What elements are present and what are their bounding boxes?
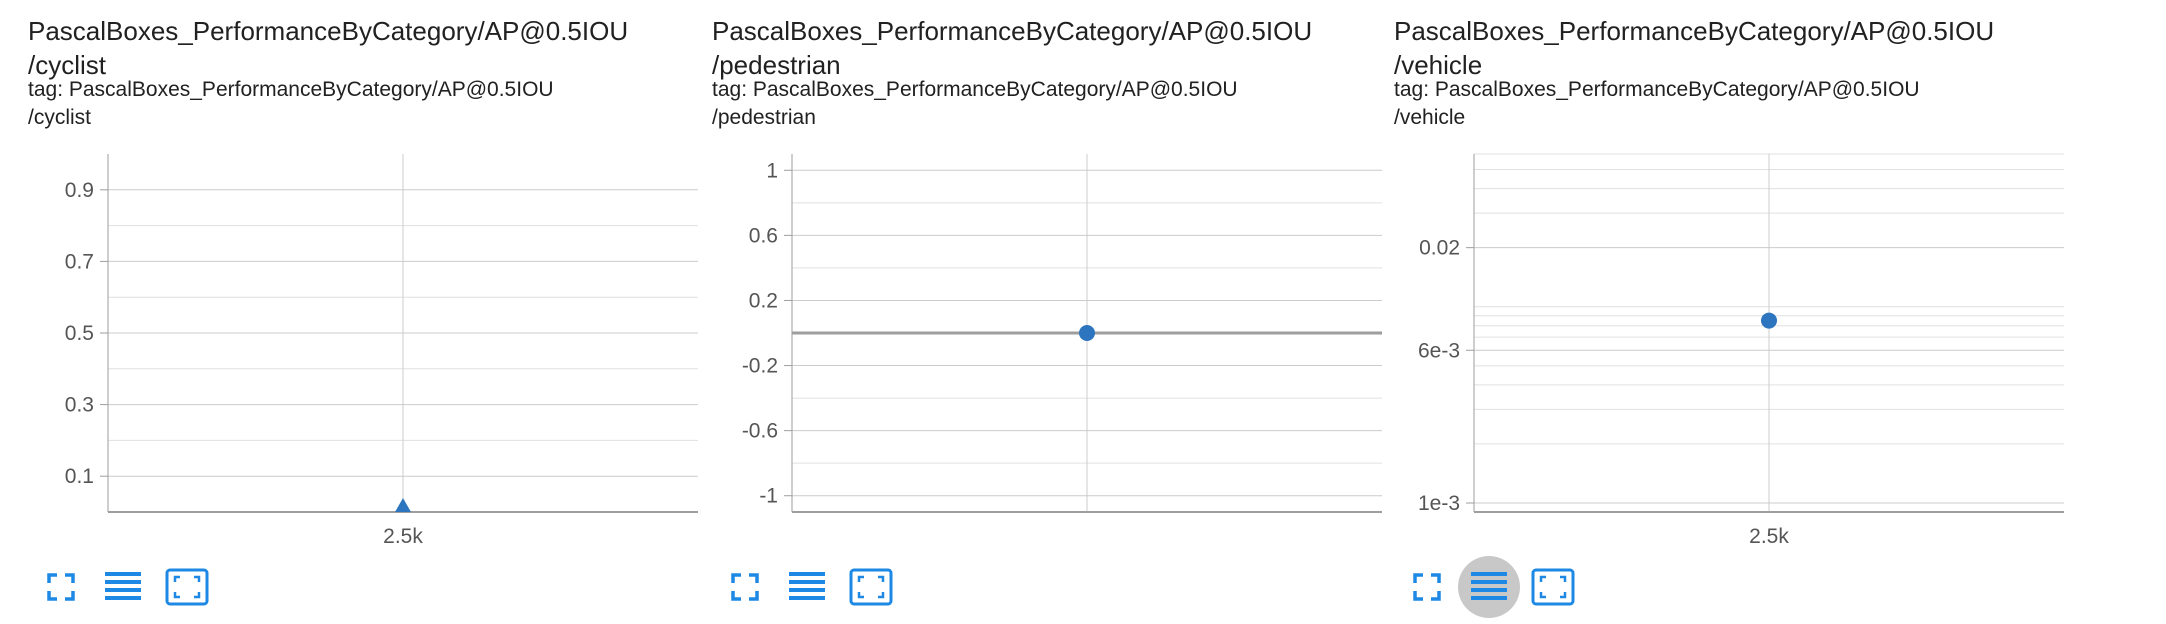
expand-chart-button[interactable] <box>30 556 92 618</box>
card-title: PascalBoxes_PerformanceByCategory/AP@0.5… <box>28 14 708 82</box>
data-point <box>1761 312 1777 329</box>
toggle-log-scale-button[interactable] <box>92 556 154 618</box>
expand-chart-button[interactable] <box>1396 556 1458 618</box>
card-tag-line2: /cyclist <box>28 106 91 129</box>
card-toolbar <box>1394 556 1694 618</box>
card-title: PascalBoxes_PerformanceByCategory/AP@0.5… <box>712 14 1392 82</box>
fit-domain-button[interactable] <box>840 556 902 618</box>
y-tick-label: 0.02 <box>1419 237 1460 260</box>
y-tick-label: -0.6 <box>742 420 778 443</box>
y-tick-label: 0.1 <box>65 465 94 488</box>
y-tick-label: 1 <box>766 159 778 182</box>
scalar-card-vehicle: PascalBoxes_PerformanceByCategory/AP@0.5… <box>1394 0 2084 624</box>
card-toolbar <box>712 556 1012 618</box>
fullscreen-icon <box>1411 571 1443 603</box>
list-lines-icon <box>787 569 827 605</box>
card-tag-line1: tag: PascalBoxes_PerformanceByCategory/A… <box>28 78 554 101</box>
list-lines-icon <box>103 569 143 605</box>
card-tag: tag: PascalBoxes_PerformanceByCategory/A… <box>28 76 708 132</box>
card-tag-line1: tag: PascalBoxes_PerformanceByCategory/A… <box>1394 78 1920 101</box>
card-title-line2: /pedestrian <box>712 50 841 80</box>
card-tag: tag: PascalBoxes_PerformanceByCategory/A… <box>712 76 1392 132</box>
y-tick-label: 6e-3 <box>1418 339 1460 362</box>
y-tick-label: 1e-3 <box>1418 492 1460 515</box>
expand-chart-button[interactable] <box>714 556 776 618</box>
card-tag-line2: /pedestrian <box>712 106 816 129</box>
data-point <box>395 498 411 512</box>
y-tick-label: 0.5 <box>65 322 94 345</box>
list-lines-icon <box>1469 569 1509 605</box>
y-tick-label: -0.2 <box>742 355 778 378</box>
fit-domain-button[interactable] <box>156 556 218 618</box>
scalar-card-cyclist: PascalBoxes_PerformanceByCategory/AP@0.5… <box>28 0 718 624</box>
fit-domain-icon <box>164 567 210 607</box>
data-point <box>1079 325 1095 341</box>
card-tag-line1: tag: PascalBoxes_PerformanceByCategory/A… <box>712 78 1238 101</box>
card-tag-line2: /vehicle <box>1394 106 1466 129</box>
card-toolbar <box>28 556 328 618</box>
card-title-line1: PascalBoxes_PerformanceByCategory/AP@0.5… <box>1394 16 1995 46</box>
y-tick-label: 0.2 <box>749 289 778 312</box>
y-tick-label: 0.3 <box>65 394 94 417</box>
fullscreen-icon <box>45 571 77 603</box>
fit-domain-button[interactable] <box>1522 556 1584 618</box>
card-title-line1: PascalBoxes_PerformanceByCategory/AP@0.5… <box>28 16 629 46</box>
scalar-chart[interactable]: 1e-3 6e-3 0.02 2.5k <box>1394 150 2074 545</box>
fit-domain-icon <box>1530 567 1576 607</box>
scalar-card-pedestrian: PascalBoxes_PerformanceByCategory/AP@0.5… <box>712 0 1402 624</box>
y-tick-label: -1 <box>759 485 778 508</box>
toggle-log-scale-button[interactable] <box>1458 556 1520 618</box>
x-tick-label: 2.5k <box>1749 525 1789 545</box>
y-tick-label: 0.6 <box>749 224 778 247</box>
x-tick-label: 2.5k <box>383 525 423 545</box>
scalar-chart[interactable]: 0.1 0.3 0.5 0.7 0.9 2.5k <box>28 150 708 545</box>
card-title-line1: PascalBoxes_PerformanceByCategory/AP@0.5… <box>712 16 1313 46</box>
toggle-log-scale-button[interactable] <box>776 556 838 618</box>
y-tick-label: 0.9 <box>65 179 94 202</box>
fullscreen-icon <box>729 571 761 603</box>
card-title-line2: /vehicle <box>1394 50 1483 80</box>
card-title-line2: /cyclist <box>28 50 106 80</box>
fit-domain-icon <box>848 567 894 607</box>
y-tick-label: 0.7 <box>65 250 94 273</box>
card-tag: tag: PascalBoxes_PerformanceByCategory/A… <box>1394 76 2074 132</box>
card-title: PascalBoxes_PerformanceByCategory/AP@0.5… <box>1394 14 2074 82</box>
scalar-chart[interactable]: -1 -0.6 -0.2 0.2 0.6 1 <box>712 150 1392 545</box>
